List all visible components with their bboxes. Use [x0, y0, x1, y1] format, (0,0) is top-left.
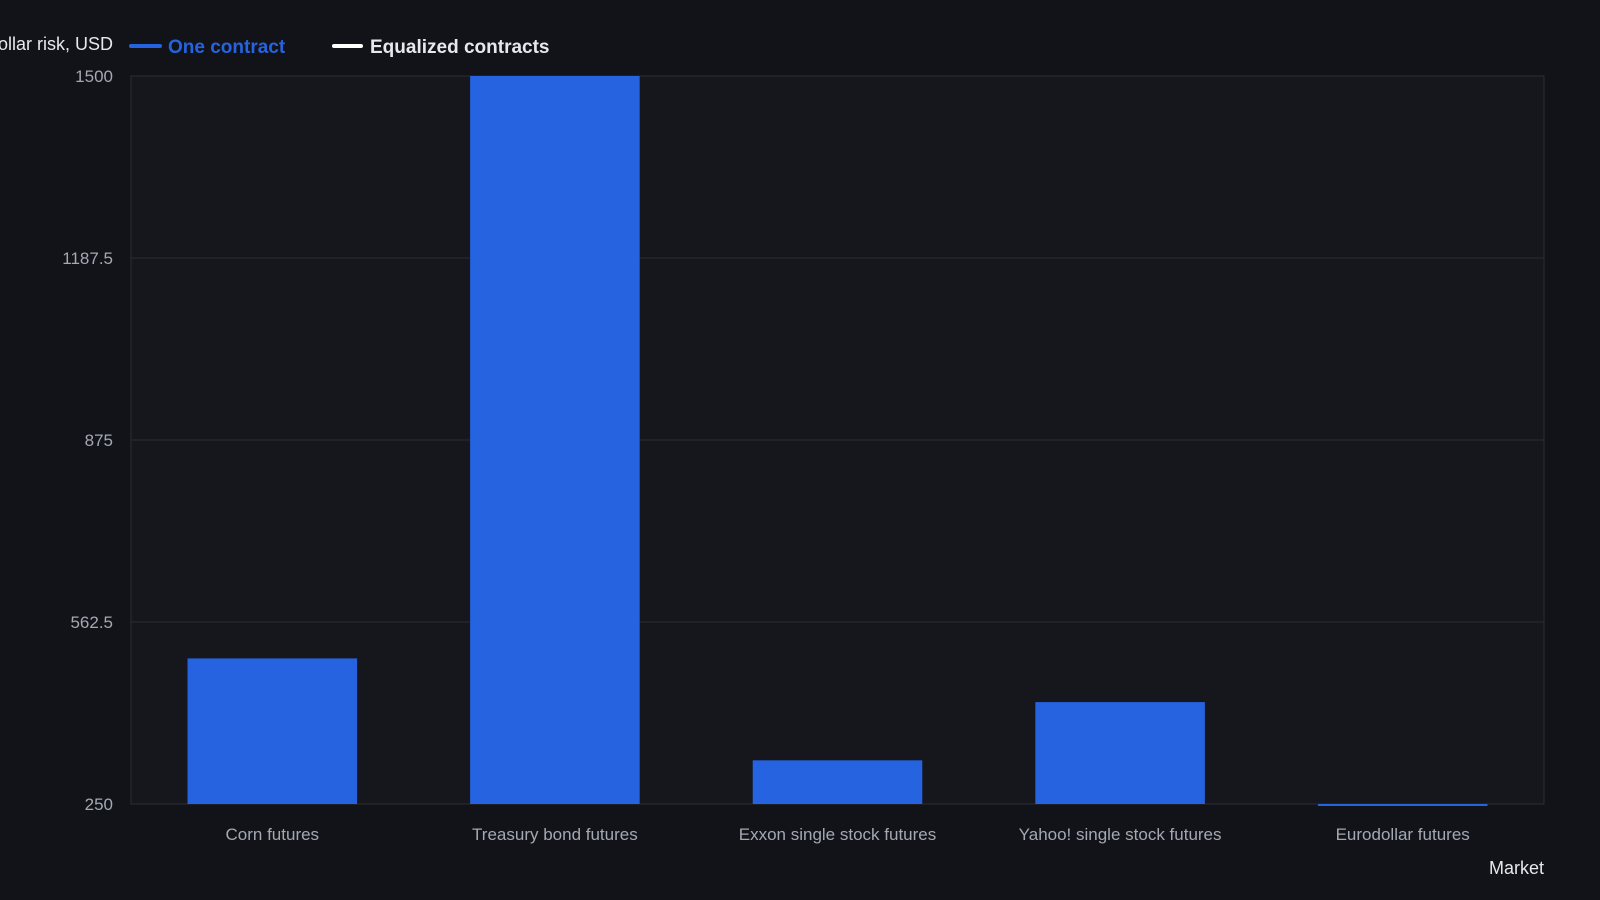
x-tick-label: Treasury bond futures	[472, 825, 638, 844]
y-tick-label: 1500	[75, 67, 113, 86]
bar-eurodollar-futures[interactable]	[1317, 804, 1488, 806]
y-axis-label: Dollar risk, USD	[0, 34, 113, 54]
legend-label-equalized-contracts: Equalized contracts	[370, 37, 550, 58]
bar-corn-futures[interactable]	[187, 658, 358, 804]
bar-yahoo-single-stock-futures[interactable]	[1035, 702, 1205, 804]
legend-label-one-contract: One contract	[168, 37, 286, 58]
y-axis-ticks: 250 562.5 875 1187.5 1500	[62, 67, 113, 814]
x-tick-label: Corn futures	[226, 825, 320, 844]
bars	[187, 76, 1488, 806]
x-axis-ticks: Corn futures Treasury bond futures Exxon s…	[226, 825, 1470, 844]
y-tick-label: 562.5	[70, 613, 113, 632]
bar-exxon-single-stock-futures[interactable]	[752, 760, 923, 804]
bar-treasury-bond-futures[interactable]	[470, 76, 640, 804]
y-tick-label: 1187.5	[62, 249, 113, 268]
x-tick-label: Eurodollar futures	[1336, 825, 1470, 844]
legend-item-equalized-contracts[interactable]: Equalized contracts	[332, 37, 550, 58]
x-axis-label: Market	[1489, 858, 1544, 878]
legend-item-one-contract[interactable]: One contract	[129, 37, 286, 58]
grid-lines	[131, 257, 1544, 623]
y-tick-label: 250	[85, 795, 113, 814]
legend: One contract Equalized contracts	[129, 37, 550, 58]
x-tick-label: Yahoo! single stock futures	[1019, 825, 1222, 844]
x-tick-label: Exxon single stock futures	[739, 825, 936, 844]
y-tick-label: 875	[85, 431, 113, 450]
